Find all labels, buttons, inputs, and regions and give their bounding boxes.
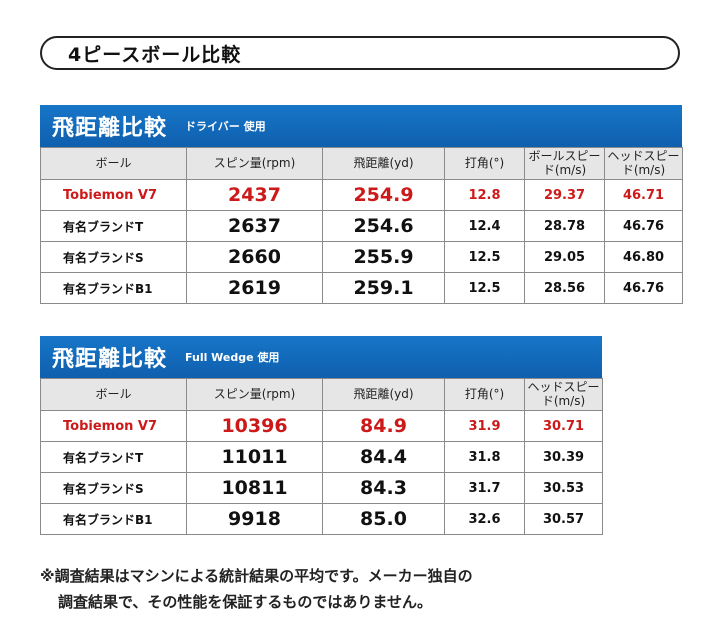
distance-value: 84.3 [322,472,445,504]
ball-name: 有名ブランドS [40,241,187,273]
disclaimer-line-2: 調査結果で、その性能を保証するものではありません。 [58,593,432,611]
spin-value: 2437 [186,179,323,211]
ball-speed-value: 28.56 [524,272,605,304]
table-row: 有名ブランドT 11011 84.4 31.8 30.39 [40,441,603,473]
wedge-table: ボール スピン量(rpm) 飛距離(yd) 打角(°) ヘッドスピード(m/s)… [40,378,603,535]
ball-name: 有名ブランドS [40,472,187,504]
head-speed-value: 46.71 [604,179,683,211]
table-header-row: ボール スピン量(rpm) 飛距離(yd) 打角(°) ボールスピード(m/s)… [40,147,683,180]
ball-speed-value: 29.37 [524,179,605,211]
angle-value: 31.7 [444,472,525,504]
spin-value: 2637 [186,210,323,242]
wedge-comparison-section: 飛距離比較 Full Wedge 使用 ボール スピン量(rpm) 飛距離(yd… [40,336,603,535]
section-title: 飛距離比較 [52,347,168,372]
col-header-distance: 飛距離(yd) [322,378,445,411]
head-speed-value: 46.76 [604,272,683,304]
disclaimer-line-1: ※調査結果はマシンによる統計結果の平均です。メーカー独自の [40,567,473,585]
spin-value: 2660 [186,241,323,273]
col-header-distance: 飛距離(yd) [322,147,445,180]
table-row: 有名ブランドS 2660 255.9 12.5 29.05 46.80 [40,241,683,273]
col-header-ball: ボール [40,147,187,180]
table-row: 有名ブランドB1 9918 85.0 32.6 30.57 [40,503,603,535]
ball-name: 有名ブランドB1 [40,503,187,535]
angle-value: 31.8 [444,441,525,473]
distance-value: 85.0 [322,503,445,535]
distance-value: 84.4 [322,441,445,473]
distance-value: 254.6 [322,210,445,242]
page-title: 4ピースボール比較 [40,36,680,70]
col-header-ball: ボール [40,378,187,411]
angle-value: 31.9 [444,410,525,442]
head-speed-value: 30.39 [524,441,603,473]
distance-value: 84.9 [322,410,445,442]
col-header-spin: スピン量(rpm) [186,147,323,180]
section-subtitle: ドライバー 使用 [185,120,266,133]
head-speed-value: 30.71 [524,410,603,442]
head-speed-value: 30.53 [524,472,603,504]
section-header-band: 飛距離比較 Full Wedge 使用 [40,336,602,378]
col-header-spin: スピン量(rpm) [186,378,323,411]
ball-name: 有名ブランドB1 [40,272,187,304]
angle-value: 12.4 [444,210,525,242]
distance-value: 254.9 [322,179,445,211]
distance-value: 259.1 [322,272,445,304]
distance-value: 255.9 [322,241,445,273]
ball-speed-value: 28.78 [524,210,605,242]
ball-name: 有名ブランドT [40,441,187,473]
spin-value: 2619 [186,272,323,304]
section-title: 飛距離比較 [52,116,168,141]
disclaimer-note: ※調査結果はマシンによる統計結果の平均です。メーカー独自の 調査結果で、その性能… [40,563,680,615]
head-speed-value: 46.76 [604,210,683,242]
table-row: Tobiemon V7 2437 254.9 12.8 29.37 46.71 [40,179,683,211]
ball-name: Tobiemon V7 [40,410,187,442]
angle-value: 12.5 [444,241,525,273]
table-row: 有名ブランドB1 2619 259.1 12.5 28.56 46.76 [40,272,683,304]
spin-value: 9918 [186,503,323,535]
col-header-angle: 打角(°) [444,378,525,411]
head-speed-value: 46.80 [604,241,683,273]
driver-comparison-section: 飛距離比較 ドライバー 使用 ボール スピン量(rpm) 飛距離(yd) 打角(… [40,105,683,304]
table-row: 有名ブランドT 2637 254.6 12.4 28.78 46.76 [40,210,683,242]
col-header-head-speed: ヘッドスピード(m/s) [524,378,603,411]
spin-value: 10811 [186,472,323,504]
angle-value: 12.8 [444,179,525,211]
col-header-head-speed: ヘッドスピード(m/s) [604,147,683,180]
head-speed-value: 30.57 [524,503,603,535]
table-header-row: ボール スピン量(rpm) 飛距離(yd) 打角(°) ヘッドスピード(m/s) [40,378,603,411]
section-subtitle: Full Wedge 使用 [185,351,280,364]
col-header-ball-speed: ボールスピード(m/s) [524,147,605,180]
ball-name: Tobiemon V7 [40,179,187,211]
driver-table: ボール スピン量(rpm) 飛距離(yd) 打角(°) ボールスピード(m/s)… [40,147,683,304]
col-header-angle: 打角(°) [444,147,525,180]
angle-value: 12.5 [444,272,525,304]
spin-value: 11011 [186,441,323,473]
table-row: Tobiemon V7 10396 84.9 31.9 30.71 [40,410,603,442]
ball-name: 有名ブランドT [40,210,187,242]
ball-speed-value: 29.05 [524,241,605,273]
section-header-band: 飛距離比較 ドライバー 使用 [40,105,682,147]
spin-value: 10396 [186,410,323,442]
table-row: 有名ブランドS 10811 84.3 31.7 30.53 [40,472,603,504]
angle-value: 32.6 [444,503,525,535]
